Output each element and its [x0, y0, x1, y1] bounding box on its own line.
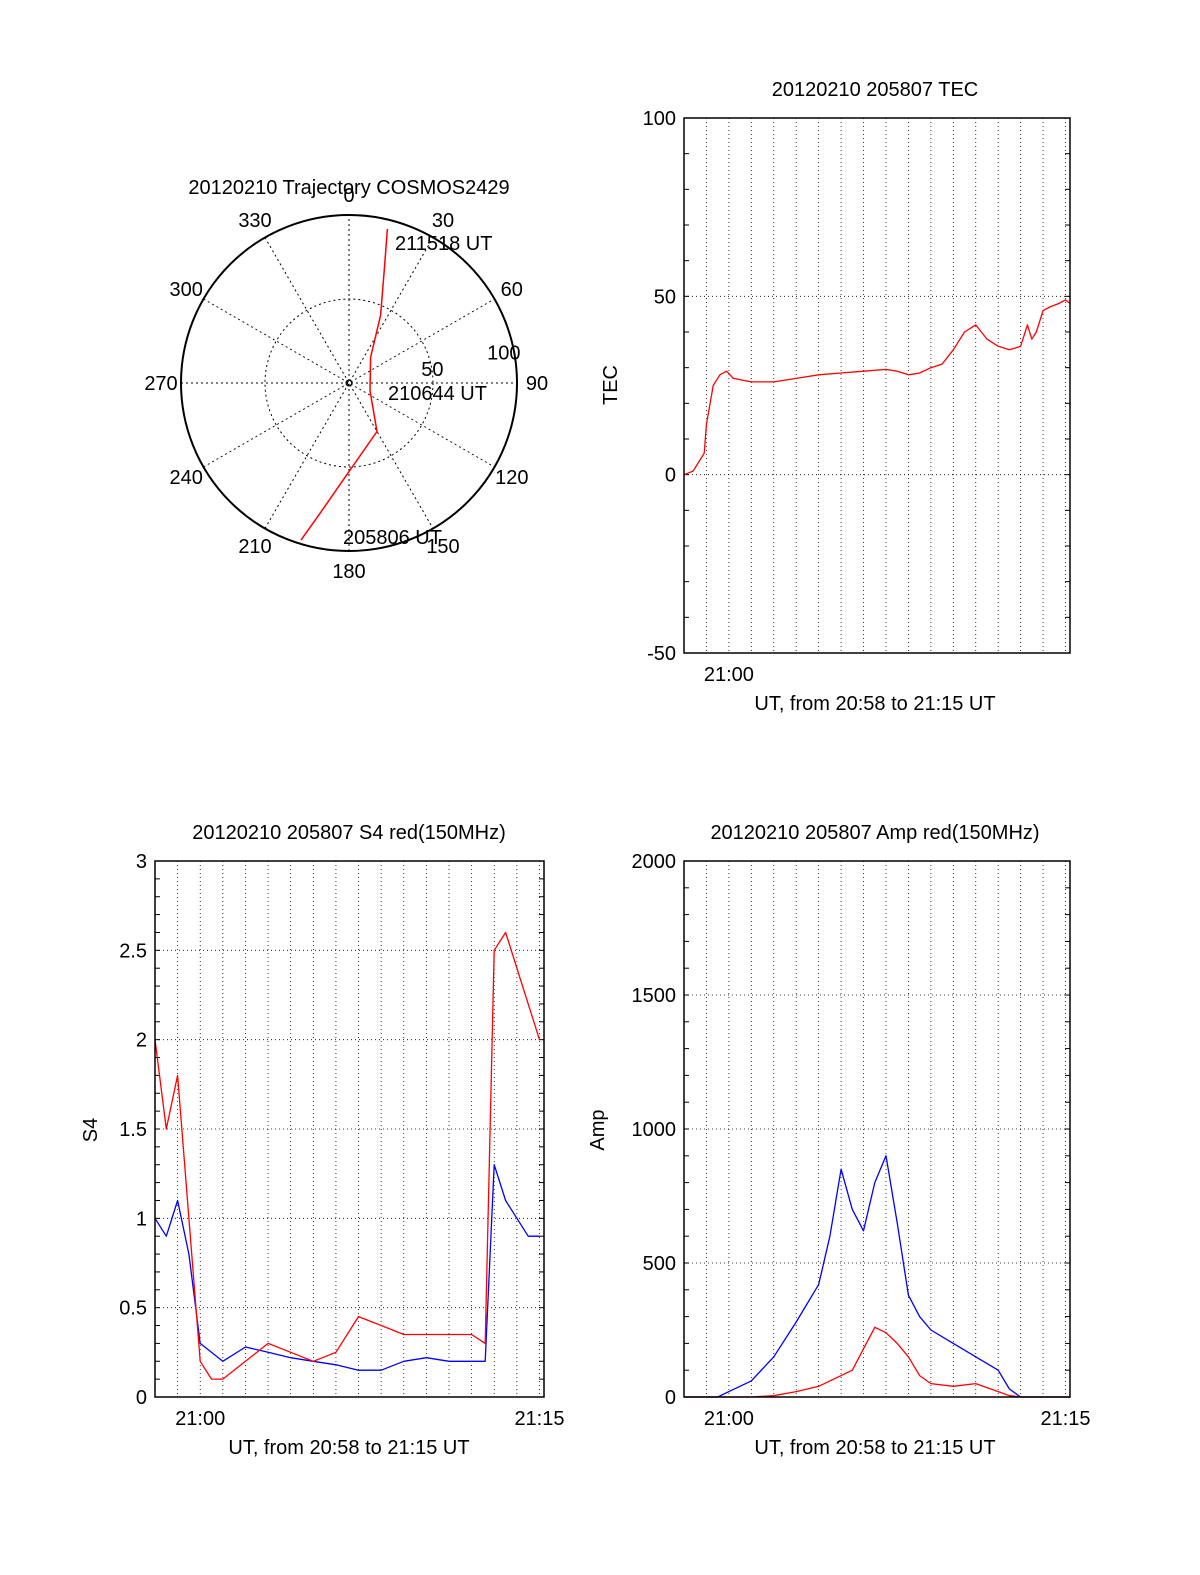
series-line: [683, 299, 1071, 476]
y-tick-label: 2.5: [119, 940, 147, 962]
polar-azimuth-labels: 0 30 60 90 120 150 180 210 240 270 300 330: [144, 185, 548, 583]
polar-title: 20120210 Trajectory COSMOS2429: [188, 177, 509, 199]
polar-radial-label: 50: [421, 359, 443, 381]
polar-trajectory-series: [300, 228, 389, 541]
y-tick-label: 50: [654, 286, 676, 308]
polar-spoke: [264, 237, 434, 529]
s4-xlabel: UT, from 20:58 to 21:15 UT: [228, 1437, 469, 1459]
series-line: [154, 931, 541, 1380]
y-tick-label: 1500: [632, 985, 677, 1007]
plot-frame: [683, 117, 1071, 654]
series-line: [684, 1326, 1070, 1398]
polar-azimuth-label: 30: [432, 210, 454, 232]
polar-azimuth-label: 180: [332, 561, 365, 583]
polar-azimuth-label: 240: [170, 467, 203, 489]
polar-azimuth-label: 150: [426, 536, 459, 558]
amp-xlabel: UT, from 20:58 to 21:15 UT: [754, 1437, 995, 1459]
s4-panel: 20120210 205807 S4 red(150MHz) S4 UT, fr…: [80, 822, 565, 1459]
polar-azimuth-label: 90: [526, 373, 548, 395]
x-tick-label: 21:00: [175, 1408, 225, 1430]
polar-azimuth-label: 60: [501, 279, 523, 301]
tec-ylabel: TEC: [600, 365, 622, 405]
trajectory-polar-panel: 20120210 Trajectory COSMOS2429 0 30 60 90 12…: [144, 177, 548, 583]
polar-grid: [180, 214, 518, 552]
polar-azimuth-label: 270: [144, 373, 177, 395]
s4-ylabel: S4: [80, 1118, 102, 1142]
x-tick-label: 21:00: [704, 1408, 754, 1430]
amp-ylabel: Amp: [587, 1109, 609, 1150]
polar-trajectory-line: [300, 228, 389, 541]
polar-spoke: [264, 237, 434, 529]
polar-azimuth-label: 300: [170, 279, 203, 301]
x-tick-label: 21:00: [704, 664, 754, 686]
y-tick-label: 500: [643, 1253, 676, 1275]
trajectory-start-time-label: 205806 UT: [343, 527, 442, 549]
amp-panel: 20120210 205807 Amp red(150MHz) Amp UT, …: [587, 822, 1091, 1459]
trajectory-end-time-label: 211518 UT: [395, 233, 492, 255]
tec-panel: 20120210 205807 TEC TEC UT, from 20:58 t…: [600, 79, 1071, 715]
s4-title: 20120210 205807 S4 red(150MHz): [192, 822, 506, 844]
y-tick-label: 0.5: [119, 1298, 147, 1320]
y-tick-label: 1.5: [119, 1119, 147, 1141]
y-tick-label: 0: [665, 465, 676, 487]
y-tick-label: 1: [136, 1208, 147, 1230]
polar-azimuth-label: 120: [495, 467, 528, 489]
tec-title: 20120210 205807 TEC: [772, 79, 978, 101]
y-tick-label: 100: [643, 108, 676, 130]
y-tick-label: 1000: [632, 1119, 677, 1141]
polar-spoke: [203, 298, 495, 468]
x-tick-label: 21:15: [1040, 1408, 1090, 1430]
tec-xlabel: UT, from 20:58 to 21:15 UT: [754, 693, 995, 715]
y-tick-label: 0: [136, 1387, 147, 1409]
y-tick-label: -50: [647, 643, 676, 665]
series-line: [684, 1155, 1070, 1398]
polar-center-marker: [345, 379, 353, 387]
polar-spoke: [203, 298, 495, 468]
polar-radial-labels: 50 100: [421, 342, 520, 381]
polar-azimuth-label: 0: [343, 185, 354, 207]
polar-azimuth-label: 330: [238, 210, 271, 232]
polar-radial-label: 100: [487, 342, 520, 364]
plot-frame: [154, 860, 545, 1398]
y-tick-label: 0: [665, 1387, 676, 1409]
trajectory-mid-time-label: 210644 UT: [388, 383, 487, 405]
amp-title: 20120210 205807 Amp red(150MHz): [710, 822, 1039, 844]
y-tick-label: 2: [136, 1030, 147, 1052]
polar-azimuth-label: 210: [238, 536, 271, 558]
x-tick-label: 21:15: [514, 1408, 564, 1430]
y-tick-label: 2000: [632, 851, 677, 873]
plot-frame: [683, 860, 1071, 1398]
y-tick-label: 3: [136, 851, 147, 873]
